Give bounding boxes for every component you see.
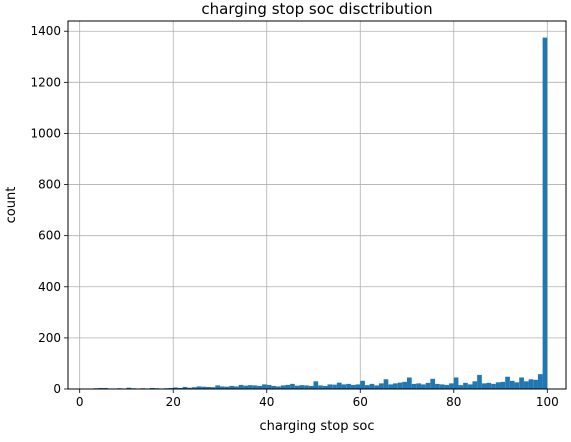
y-tick-label: 1000: [30, 126, 61, 140]
histogram-bar: [454, 378, 459, 390]
histogram-bar: [449, 383, 454, 389]
histogram-bar: [374, 385, 379, 389]
histogram-bar: [313, 381, 318, 389]
histogram-bar: [529, 379, 534, 389]
x-tick-label: 20: [166, 395, 181, 409]
histogram-bar: [346, 384, 351, 389]
histogram-bar: [444, 385, 449, 389]
histogram-bar: [524, 381, 529, 389]
plot-frame: [68, 21, 566, 389]
histogram-bar: [365, 385, 370, 389]
histogram-bar: [253, 385, 258, 389]
histogram-bar: [398, 383, 403, 389]
histogram-bar: [262, 384, 267, 389]
histogram-bar: [519, 378, 524, 390]
histogram-bar: [337, 383, 342, 389]
y-tick-label: 0: [53, 382, 61, 396]
histogram-bar: [421, 384, 426, 389]
histogram-bar: [239, 385, 244, 389]
histogram-bar: [430, 379, 435, 389]
x-tick-label: 40: [259, 395, 274, 409]
histogram-bar: [342, 384, 347, 389]
y-tick-label: 1400: [30, 24, 61, 38]
histogram-bar: [248, 385, 253, 389]
y-tick-label: 600: [38, 229, 61, 243]
histogram-bar: [477, 375, 482, 389]
x-tick-label: 60: [353, 395, 368, 409]
x-tick-label: 80: [446, 395, 461, 409]
histogram-bar: [487, 383, 492, 389]
y-axis-label: count: [4, 187, 19, 224]
histogram-bar: [281, 385, 286, 389]
histogram-bar: [351, 385, 356, 389]
histogram-bar: [538, 374, 543, 389]
histogram-bar: [304, 385, 309, 389]
histogram-bar: [215, 385, 220, 389]
histogram-bar: [299, 385, 304, 389]
histogram-bar: [267, 385, 272, 389]
grid-lines: [68, 21, 566, 389]
histogram-bar: [332, 385, 337, 389]
chart-title: charging stop soc disctribution: [201, 0, 432, 18]
histogram-bars: [80, 38, 548, 389]
x-tick-label: 0: [76, 395, 84, 409]
histogram-bar: [435, 384, 440, 389]
histogram-bar: [407, 378, 412, 390]
histogram-bar: [501, 382, 506, 389]
y-tick-label: 1200: [30, 75, 61, 89]
histogram-bar: [328, 384, 333, 389]
histogram-bar: [491, 384, 496, 389]
histogram-bar: [416, 383, 421, 389]
histogram-bar: [468, 384, 473, 389]
histogram-bar: [379, 383, 384, 389]
histogram-bar: [515, 382, 520, 389]
histogram-bar: [318, 385, 323, 389]
histogram-bar: [388, 384, 393, 389]
x-tick-label: 100: [536, 395, 559, 409]
histogram-bar: [290, 384, 295, 389]
histogram-bar: [370, 384, 375, 389]
y-tick-label: 800: [38, 178, 61, 192]
histogram-bar: [285, 385, 290, 389]
histogram-bar: [356, 384, 361, 389]
histogram-bar: [412, 384, 417, 389]
histogram-bar: [426, 383, 431, 389]
histogram-bar: [463, 383, 468, 389]
x-axis-label: charging stop soc: [259, 419, 374, 434]
histogram-bar: [360, 381, 365, 389]
histogram-bar: [533, 380, 538, 389]
histogram-bar: [482, 383, 487, 389]
histogram-bar: [402, 382, 407, 389]
histogram-bar: [505, 377, 510, 389]
histogram-bar: [496, 382, 501, 389]
histogram-bar: [440, 384, 445, 389]
histogram-bar: [510, 381, 515, 389]
histogram-bar: [543, 38, 548, 389]
y-tick-label: 400: [38, 280, 61, 294]
histogram-bar: [472, 381, 477, 389]
histogram-bar: [458, 385, 463, 389]
histogram-bar: [393, 383, 398, 389]
histogram-bar: [384, 379, 389, 389]
y-tick-label: 200: [38, 331, 61, 345]
